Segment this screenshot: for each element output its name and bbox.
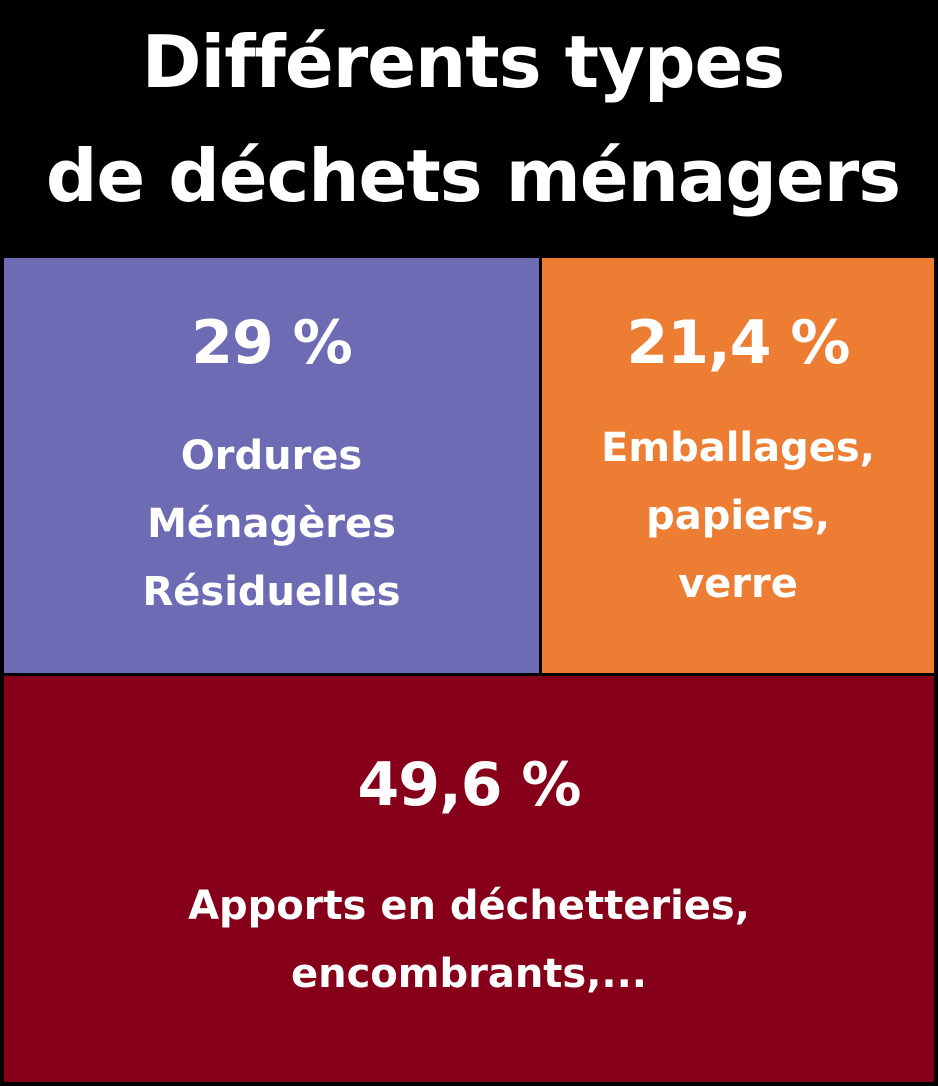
tile-emballages: 21,4 % Emballages, papiers, verre bbox=[542, 258, 934, 673]
tile-ordures-menageres-value: 29 % bbox=[191, 308, 353, 378]
tile-ordures-menageres-label: Ordures Ménagères Résiduelles bbox=[142, 433, 401, 615]
tile-apports-decheteries: 49,6 % Apports en déchetteries, encombran… bbox=[4, 676, 934, 1082]
tile-apports-decheteries-value: 49,6 % bbox=[357, 750, 581, 820]
chart-title-line-1: Différents types bbox=[141, 20, 785, 104]
tile-ordures-menageres: 29 % Ordures Ménagères Résiduelles bbox=[4, 258, 539, 673]
tile-emballages-value: 21,4 % bbox=[626, 308, 850, 378]
chart-title-line-2: de déchets ménagers bbox=[45, 134, 901, 218]
chart-title: Différents types de déchets ménagers bbox=[0, 0, 938, 258]
tile-emballages-label: Emballages, papiers, verre bbox=[601, 425, 875, 607]
treemap-chart: 29 % Ordures Ménagères Résiduelles 21,4 % E… bbox=[0, 258, 938, 1086]
tile-apports-decheteries-label: Apports en déchetteries, encombrants,... bbox=[188, 883, 750, 997]
